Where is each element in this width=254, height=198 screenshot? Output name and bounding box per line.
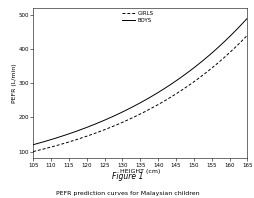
GIRLS [211, 65, 214, 68]
Line: GIRLS: GIRLS [33, 35, 246, 151]
Y-axis label: PEFR (L/min): PEFR (L/min) [12, 63, 17, 103]
BOYS [31, 144, 35, 146]
BOYS [32, 143, 35, 146]
Text: PEFR prediction curves for Malaysian children: PEFR prediction curves for Malaysian chi… [55, 191, 199, 196]
GIRLS [158, 102, 162, 104]
BOYS [162, 88, 165, 90]
GIRLS [225, 54, 228, 56]
GIRLS [158, 102, 161, 105]
Text: Figure 1: Figure 1 [111, 172, 143, 181]
GIRLS [31, 150, 35, 153]
BOYS [245, 17, 248, 19]
BOYS [158, 90, 162, 92]
BOYS [158, 90, 161, 92]
Line: BOYS: BOYS [33, 18, 246, 145]
Legend: GIRLS, BOYS: GIRLS, BOYS [121, 11, 153, 23]
BOYS [211, 50, 214, 53]
GIRLS [245, 34, 248, 36]
X-axis label: HEIGHT (cm): HEIGHT (cm) [120, 169, 160, 174]
BOYS [225, 38, 228, 40]
GIRLS [32, 150, 35, 153]
GIRLS [162, 100, 165, 102]
